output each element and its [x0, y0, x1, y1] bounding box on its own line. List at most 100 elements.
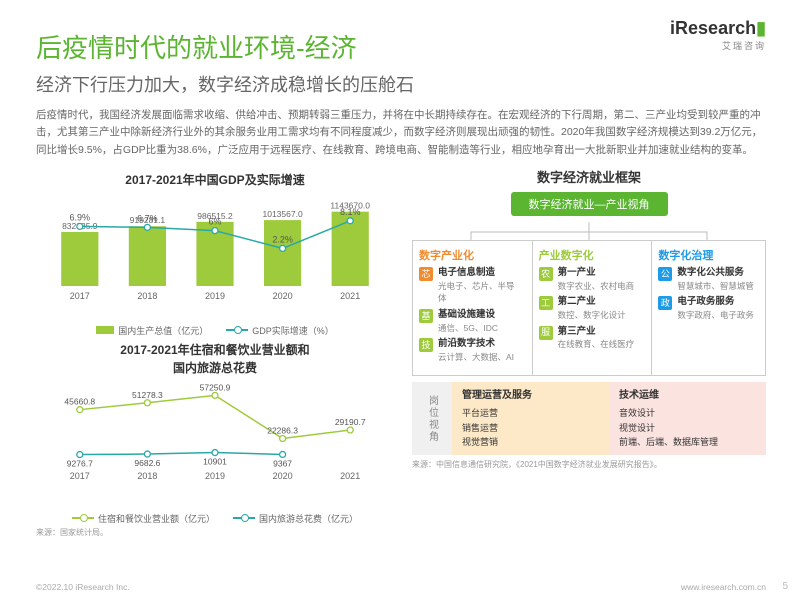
page-number: 5 — [782, 581, 788, 592]
position-block: 管理运营及服务平台运营销售运营视觉营销 — [452, 382, 609, 455]
framework-item: 政 电子政务服务数字政府、电子政务 — [658, 296, 759, 321]
framework-item-head: 电子信息制造 — [438, 267, 520, 280]
page-footer: ©2022.10 iResearch Inc. www.iresearch.co… — [36, 582, 766, 592]
svg-text:2019: 2019 — [205, 291, 225, 301]
svg-text:2.2%: 2.2% — [272, 234, 293, 244]
chart1-title: 2017-2021年中国GDP及实际增速 — [36, 171, 394, 188]
framework-grid: 数字产业化 芯 电子信息制造光电子、芯片、半导体 基 基础设施建设通信、5G、I… — [412, 240, 766, 376]
framework-item-sub: 数字政府、电子政务 — [677, 310, 754, 320]
framework-item-sub: 智慧城市、智慧城管 — [677, 281, 754, 291]
framework-item-sub: 通信、5G、IDC — [438, 323, 498, 333]
source-right: 来源：中国信息通信研究院，《2021中国数字经济就业发展研究报告》。 — [412, 459, 766, 470]
framework-item: 芯 电子信息制造光电子、芯片、半导体 — [419, 267, 520, 305]
gdp-chart: 832035.92017919281.12018986515.220191013… — [36, 190, 394, 322]
framework-item-icon: 公 — [658, 267, 672, 281]
svg-text:2021: 2021 — [340, 291, 360, 301]
legend-bar-swatch — [96, 326, 114, 334]
legend-series-b: 国内旅游总花费（亿元） — [233, 512, 358, 525]
position-block-line: 视觉设计 — [619, 421, 756, 435]
position-row: 岗位视角 管理运营及服务平台运营销售运营视觉营销技术运维音效设计视觉设计前端、后… — [412, 382, 766, 455]
framework-item-sub: 数字农业、农村电商 — [558, 281, 635, 291]
page-title: 后疫情时代的就业环境-经济 — [36, 28, 766, 65]
framework-root: 数字经济就业—产业视角 — [412, 192, 766, 240]
legend-bar: 国内生产总值（亿元） — [96, 324, 208, 337]
framework-col-title: 数字化治理 — [658, 247, 759, 263]
chart2-legend: 住宿和餐饮业营业额（亿元） 国内旅游总花费（亿元） — [36, 512, 394, 525]
svg-text:45660.8: 45660.8 — [64, 397, 95, 407]
legend-a-swatch — [72, 517, 94, 519]
framework-column: 数字经济就业框架 数字经济就业—产业视角 数字产业化 芯 电子信息制造光电子、芯… — [412, 167, 766, 538]
framework-col-title: 数字产业化 — [419, 247, 520, 263]
logo-dot-icon: ▮ — [756, 18, 766, 38]
source-left: 来源：国家统计局。 — [36, 527, 394, 538]
framework-item-head: 第一产业 — [558, 267, 635, 280]
framework-item-icon: 服 — [539, 326, 553, 340]
framework-item-head: 第三产业 — [558, 326, 635, 339]
svg-text:2020: 2020 — [273, 471, 293, 481]
position-label: 岗位视角 — [412, 382, 452, 455]
svg-text:6.9%: 6.9% — [70, 212, 91, 222]
framework-item-icon: 工 — [539, 296, 553, 310]
page-subtitle: 经济下行压力加大，数字经济成稳增长的压舱石 — [36, 71, 766, 97]
footer-site: www.iresearch.com.cn — [681, 582, 766, 592]
tourism-chart-svg: 2017201820192020202145660.851278.357250.… — [36, 378, 394, 482]
framework-item: 服 第三产业在线教育、在线医疗 — [539, 326, 640, 351]
svg-text:51278.3: 51278.3 — [132, 390, 163, 400]
footer-copyright: ©2022.10 iResearch Inc. — [36, 582, 130, 592]
position-block-line: 音效设计 — [619, 406, 756, 420]
svg-text:2017: 2017 — [70, 471, 90, 481]
framework-item-sub: 云计算、大数据、AI — [438, 352, 514, 362]
chart1-legend: 国内生产总值（亿元） GDP实际增速（%） — [36, 324, 394, 337]
framework-col-title: 产业数字化 — [539, 247, 640, 263]
framework-item-icon: 芯 — [419, 267, 433, 281]
chart2-title-l1: 2017-2021年住宿和餐饮业营业额和 — [36, 341, 394, 358]
logo-subtext: 艾瑞咨询 — [670, 39, 766, 52]
framework-item: 技 前沿数字技术云计算、大数据、AI — [419, 338, 520, 363]
framework-item: 工 第二产业数控、数字化设计 — [539, 296, 640, 321]
framework-col: 数字产业化 芯 电子信息制造光电子、芯片、半导体 基 基础设施建设通信、5G、I… — [412, 241, 526, 375]
logo-text: iResearch▮ — [670, 18, 766, 39]
svg-text:2021: 2021 — [340, 471, 360, 481]
framework-item: 公 数字化公共服务智慧城市、智慧城管 — [658, 267, 759, 292]
svg-text:57250.9: 57250.9 — [200, 382, 231, 392]
framework-item-icon: 基 — [419, 309, 433, 323]
framework-item-icon: 技 — [419, 338, 433, 352]
framework-col: 产业数字化 农 第一产业数字农业、农村电商 工 第二产业数控、数字化设计 服 第… — [532, 241, 646, 375]
charts-column: 2017-2021年中国GDP及实际增速 832035.92017919281.… — [36, 167, 394, 538]
svg-text:2019: 2019 — [205, 471, 225, 481]
framework-item-icon: 政 — [658, 296, 672, 310]
tourism-chart: 2017201820192020202145660.851278.357250.… — [36, 378, 394, 510]
framework-connector-icon — [412, 222, 766, 240]
framework-item-head: 前沿数字技术 — [438, 338, 514, 351]
framework-item-sub: 在线教育、在线医疗 — [558, 339, 635, 349]
legend-line-swatch — [226, 329, 248, 331]
legend-series-a: 住宿和餐饮业营业额（亿元） — [72, 512, 215, 525]
framework-title: 数字经济就业框架 — [412, 167, 766, 186]
framework-root-box: 数字经济就业—产业视角 — [511, 192, 668, 216]
svg-text:9276.7: 9276.7 — [67, 458, 93, 468]
framework-item-head: 第二产业 — [558, 296, 626, 309]
framework-item-icon: 农 — [539, 267, 553, 281]
svg-text:9682.6: 9682.6 — [134, 458, 160, 468]
framework-col: 数字化治理 公 数字化公共服务智慧城市、智慧城管 政 电子政务服务数字政府、电子… — [651, 241, 765, 375]
framework-item-sub: 光电子、芯片、半导体 — [438, 281, 515, 303]
framework-item: 基 基础设施建设通信、5G、IDC — [419, 309, 520, 334]
position-block-title: 管理运营及服务 — [462, 388, 599, 404]
position-block-title: 技术运维 — [619, 388, 756, 404]
legend-b-swatch — [233, 517, 255, 519]
framework-item-head: 电子政务服务 — [677, 296, 754, 309]
svg-text:2020: 2020 — [273, 291, 293, 301]
gdp-chart-svg: 832035.92017919281.12018986515.220191013… — [36, 190, 394, 302]
svg-text:6.7%: 6.7% — [137, 213, 158, 223]
svg-text:2018: 2018 — [137, 291, 157, 301]
position-block-line: 前端、后端、数据库管理 — [619, 435, 756, 449]
position-block: 技术运维音效设计视觉设计前端、后端、数据库管理 — [609, 382, 766, 455]
position-block-line: 视觉营销 — [462, 435, 599, 449]
framework-item-sub: 数控、数字化设计 — [558, 310, 626, 320]
legend-line: GDP实际增速（%） — [226, 324, 334, 337]
intro-paragraph: 后疫情时代，我国经济发展面临需求收缩、供给冲击、预期转弱三重压力，并将在中长期持… — [36, 107, 766, 159]
position-block-line: 销售运营 — [462, 421, 599, 435]
position-blocks: 管理运营及服务平台运营销售运营视觉营销技术运维音效设计视觉设计前端、后端、数据库… — [452, 382, 766, 455]
svg-text:22286.3: 22286.3 — [267, 425, 298, 435]
framework-item-head: 基础设施建设 — [438, 309, 498, 322]
